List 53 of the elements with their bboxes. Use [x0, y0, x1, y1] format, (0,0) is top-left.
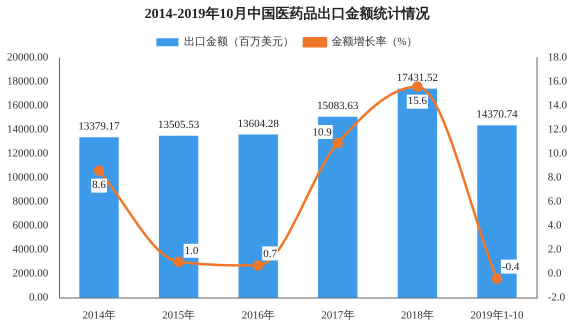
data-label: 15083.63: [317, 100, 359, 112]
y2-tick-label: 6.0: [548, 196, 562, 208]
y-tick-label: 10000.00: [7, 172, 49, 184]
data-label: 13505.53: [158, 119, 200, 132]
y2-tick-label: -2.0: [548, 292, 566, 304]
data-label: 1.0: [184, 245, 199, 258]
data-label: 15.6: [408, 94, 428, 107]
legend-label: 金额增长率（%）: [331, 35, 418, 48]
y-tick-label: 18000.00: [7, 76, 49, 88]
data-label: 14370.74: [476, 108, 518, 121]
y2-tick-label: 0.0: [548, 268, 562, 280]
legend-label: 出口金额（百万美元）: [184, 35, 294, 48]
point: [412, 81, 423, 92]
bar: [79, 137, 119, 298]
bar: [398, 88, 438, 298]
data-label: -0.4: [502, 260, 520, 273]
x-tick-label: 2017年: [321, 309, 354, 322]
y-tick-label: 12000.00: [7, 148, 49, 160]
y-tick-label: 16000.00: [7, 100, 49, 112]
y-tick-label: 20000.00: [7, 52, 49, 64]
data-label: 0.7: [263, 248, 278, 260]
y2-tick-label: 10.0: [548, 148, 568, 160]
x-tick-label: 2016年: [242, 309, 275, 322]
data-label: 8.6: [92, 178, 106, 191]
y2-tick-label: 12.0: [548, 124, 568, 136]
point: [492, 273, 502, 284]
data-label: 10.9: [312, 126, 332, 138]
y2-tick-label: 2.0: [548, 244, 562, 256]
data-label: 13379.17: [78, 120, 120, 133]
point: [94, 165, 104, 176]
x-tick-label: 2014年: [82, 309, 116, 322]
y-tick-label: 4000.00: [12, 244, 49, 256]
y-tick-label: 14000.00: [7, 124, 49, 136]
y-tick-label: 6000.00: [12, 220, 49, 232]
data-label: 17431.52: [396, 72, 438, 84]
point: [173, 256, 184, 268]
x-tick-label: 2019年1-10: [470, 309, 524, 322]
x-tick-label: 2018年: [400, 309, 434, 322]
y2-tick-label: 16.0: [548, 76, 568, 88]
data-label: 13604.28: [238, 118, 280, 130]
bar: [238, 134, 278, 298]
y-tick-label: 0.00: [29, 292, 49, 304]
point: [332, 138, 344, 148]
bar: [158, 136, 198, 298]
y2-tick-label: 4.0: [548, 220, 562, 232]
y2-tick-label: 18.0: [548, 52, 568, 64]
chart-title: 2014-2019年10月中国医药品出口金额统计情况: [144, 5, 430, 22]
x-tick-label: 2015年: [162, 309, 196, 322]
y2-tick-label: 8.0: [548, 172, 562, 184]
y2-tick-label: 14.0: [548, 100, 568, 112]
point: [252, 260, 264, 271]
y-tick-label: 2000.00: [12, 268, 49, 280]
y-tick-label: 8000.00: [12, 196, 49, 208]
